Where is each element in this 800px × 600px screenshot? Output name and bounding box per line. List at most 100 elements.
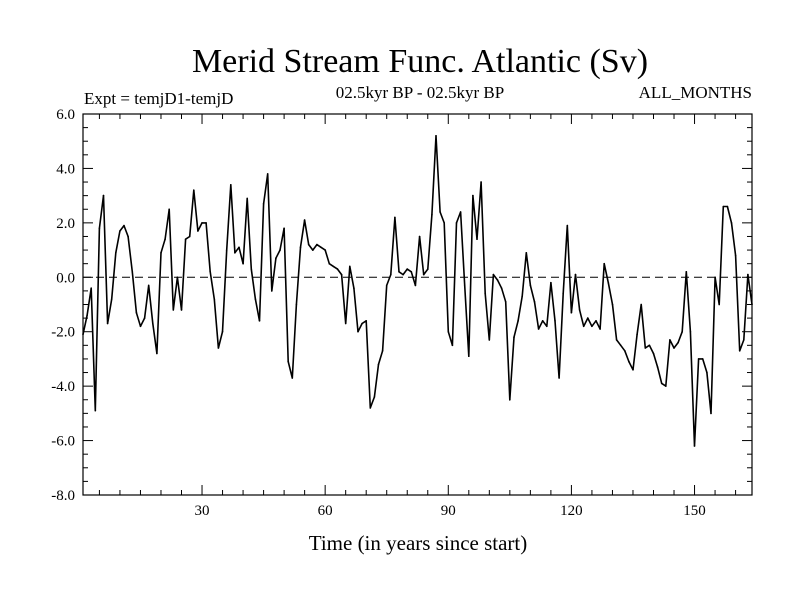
data-point [480, 181, 482, 183]
data-point [172, 309, 175, 311]
data-point [90, 287, 92, 290]
data-point [624, 350, 626, 352]
data-point [492, 273, 495, 276]
data-point [361, 322, 363, 325]
data-point [143, 317, 146, 319]
data-point [398, 271, 400, 273]
data-point [123, 224, 125, 227]
data-point [541, 320, 544, 322]
data-point [390, 273, 392, 276]
y-axis-labels: -8.0 -6.0 -4.0 -2.0 0.0 2.0 4.0 6.0 [51, 107, 75, 504]
data-point [110, 298, 113, 300]
data-point [119, 230, 121, 232]
data-point [550, 281, 552, 284]
data-point [139, 325, 142, 328]
chart-title: Merid Stream Func. Atlantic (Sv) [192, 43, 648, 80]
data-point [164, 238, 166, 240]
data-point [271, 290, 273, 292]
data-point [176, 276, 179, 279]
months-label: ALL_MONTHS [639, 83, 752, 102]
data-point [566, 224, 569, 227]
data-point [152, 322, 154, 325]
data-point [706, 371, 708, 374]
data-point [435, 135, 437, 137]
data-point [447, 330, 450, 333]
data-point [689, 330, 692, 333]
data-point [320, 246, 322, 249]
data-point [287, 360, 290, 363]
data-point [279, 249, 281, 251]
y-tick-label: 2.0 [56, 216, 75, 232]
data-point [726, 205, 729, 208]
data-point [722, 205, 725, 208]
data-point [307, 243, 310, 246]
x-tick-label: 120 [560, 503, 583, 519]
data-point [250, 268, 253, 270]
data-point [615, 339, 618, 341]
data-point [373, 396, 376, 398]
data-point [517, 320, 519, 322]
data-point [275, 257, 277, 260]
data-point [312, 249, 314, 251]
data-point [385, 284, 388, 287]
data-point [106, 322, 109, 325]
data-point [283, 227, 285, 230]
data-point [640, 303, 642, 306]
data-point [254, 298, 257, 300]
data-point [656, 366, 659, 368]
data-point [402, 273, 404, 276]
data-point [500, 287, 503, 290]
data-point [431, 213, 433, 216]
data-point [381, 350, 384, 352]
data-point [115, 252, 117, 254]
data-point [636, 333, 638, 336]
data-point [554, 320, 556, 322]
data-point [184, 238, 187, 240]
data-point [299, 246, 302, 249]
x-tick-label: 150 [683, 503, 706, 519]
data-point [619, 344, 622, 347]
data-point [258, 320, 261, 322]
data-point [344, 322, 347, 325]
data-point [504, 301, 507, 303]
data-point [521, 295, 523, 298]
data-point [349, 265, 351, 268]
data-point [98, 227, 101, 230]
data-point [628, 360, 630, 363]
data-point [591, 325, 593, 328]
data-point [225, 249, 228, 251]
data-point [414, 284, 417, 287]
data-point [697, 358, 700, 360]
data-point [221, 330, 224, 333]
data-point [418, 235, 421, 238]
data-point [295, 303, 298, 306]
data-point [217, 347, 220, 349]
data-point [701, 358, 704, 360]
data-point [525, 252, 528, 254]
data-point [147, 284, 150, 287]
x-axis-label: Time (in years since start) [309, 531, 528, 555]
y-tick-label: 6.0 [56, 107, 75, 123]
y-tick-label: -4.0 [51, 379, 75, 395]
data-point [135, 311, 138, 314]
data-point [644, 347, 647, 349]
data-point [747, 273, 749, 276]
data-point [451, 344, 454, 347]
data-point [574, 273, 577, 276]
data-point [205, 222, 207, 224]
data-point [648, 344, 651, 347]
data-point [743, 339, 745, 341]
data-point [472, 194, 474, 197]
data-point [718, 303, 720, 306]
data-point [209, 271, 211, 273]
data-point [632, 369, 634, 371]
data-series-line [82, 135, 753, 447]
data-point [730, 222, 733, 224]
data-point [710, 412, 712, 415]
data-point [529, 284, 532, 287]
data-point [427, 268, 429, 270]
data-point [422, 273, 425, 276]
period-label: 02.5kyr BP - 02.5kyr BP [336, 83, 504, 102]
data-point [455, 222, 458, 224]
